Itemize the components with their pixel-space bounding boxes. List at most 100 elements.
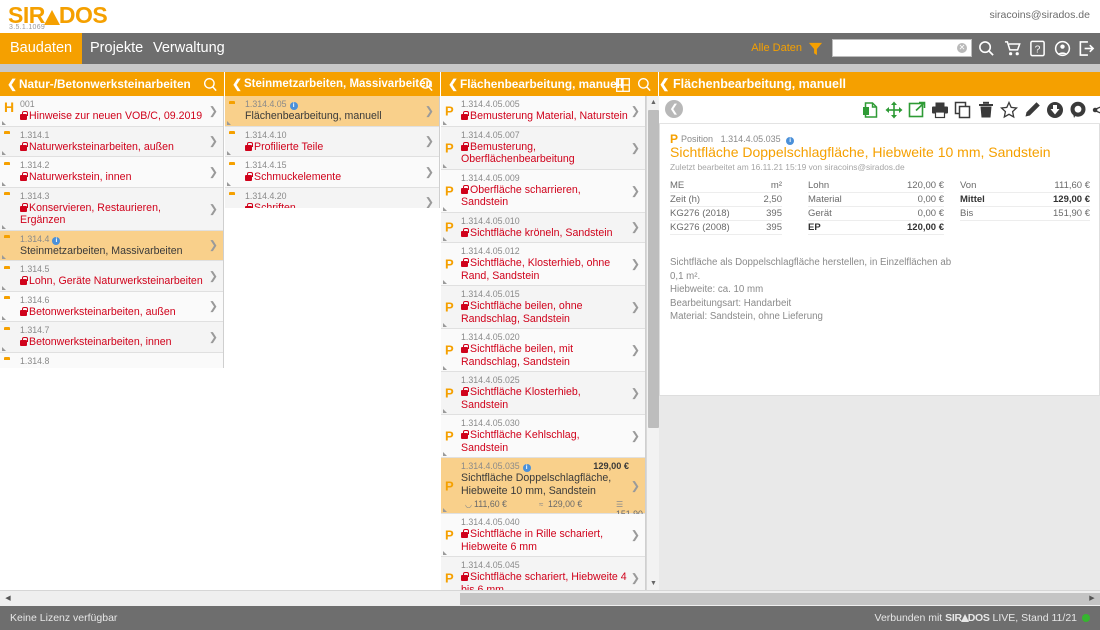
info-icon[interactable]: i [52,236,61,245]
scroll-left-icon[interactable]: ◀ [5,595,11,602]
list-item[interactable]: P 1.314.4.05.020 Sichtfläche beilen, mit R… [441,329,645,372]
column-3-scrollbar[interactable]: ▲ ▼ [646,96,659,590]
chevron-right-icon[interactable]: ❯ [630,185,640,197]
search-icon[interactable] [637,76,652,92]
copy-icon[interactable] [954,101,972,119]
info-icon[interactable]: i [289,102,298,110]
tab-verwaltung[interactable]: Verwaltung [153,40,225,56]
column-list-3[interactable]: P 1.314.4.05.005 Bemusterung Material, Nat… [441,96,646,590]
chevron-right-icon[interactable]: ❯ [630,142,640,154]
list-item[interactable]: P 1.314.4.05.007 Bemusterung, Oberflächenb… [441,126,645,170]
list-item[interactable]: 1.314.1 Naturwerksteinarbeiten, außen ❯ [0,126,223,157]
list-item[interactable]: P 1.314.4.05.012 Sichtfläche, Klosterhieb,… [441,243,645,286]
list-item[interactable]: P 1.314.4.05.040 Sichtfläche in Rille scha… [441,514,645,557]
chevron-right-icon[interactable]: ❯ [424,135,434,148]
star-icon[interactable] [1000,100,1018,119]
tab-baudaten[interactable]: Baudaten [0,33,83,64]
chevron-right-icon[interactable]: ❯ [208,166,218,179]
chevron-right-icon[interactable]: ❯ [208,203,218,215]
download-icon[interactable] [1046,101,1064,119]
chevron-right-icon[interactable]: ❯ [630,480,640,492]
logout-icon[interactable] [1078,40,1095,57]
list-item[interactable]: 1.314.8Konservieren, Restaur.,Erg.,Beton… [0,352,223,368]
move-icon[interactable] [885,101,903,119]
list-item[interactable]: 1.314.3 Konservieren, Restaurieren, Ergän… [0,187,223,231]
list-item[interactable]: H 001 Hinweise zur neuen VOB/C, 09.2019 ❯ [0,96,223,127]
help-icon[interactable]: ? [1029,40,1046,57]
list-item[interactable]: 1.314.4.20 Schriften ❯ [225,187,439,208]
list-item[interactable]: P 1.314.4.05.025 Sichtfläche Klosterhieb, … [441,372,645,415]
delete-icon[interactable] [977,101,995,119]
list-item[interactable]: 1.314.4.05 i Flächenbearbeitung, manuell ❯ [225,96,439,127]
column-list-1[interactable]: H 001 Hinweise zur neuen VOB/C, 09.2019 ❯ 1.… [0,96,224,368]
back-chevron-icon[interactable]: ❮ [448,77,459,91]
chevron-right-icon[interactable]: ❯ [630,301,640,314]
back-button[interactable]: ❮ [665,100,683,118]
chevron-right-icon[interactable]: ❯ [424,105,434,118]
tab-projekte[interactable]: Projekte [90,40,144,56]
list-item[interactable]: P 1.314.4.05.010 Sichtfläche kröneln, Sand… [441,212,645,243]
info-icon[interactable]: i [786,137,795,145]
hscrollbar-thumb[interactable] [460,593,1100,605]
chevron-right-icon[interactable]: ❯ [209,367,218,368]
chevron-right-icon[interactable]: ❯ [630,430,640,443]
back-chevron-icon[interactable]: ❮ [7,77,18,91]
list-item[interactable]: 1.314.2 Naturwerkstein, innen ❯ [0,157,223,188]
detail-description: Sichtfläche als Doppelschlagfläche herst… [670,256,951,324]
search-icon[interactable] [419,76,434,92]
external-link-icon[interactable] [908,101,926,119]
chevron-right-icon[interactable]: ❯ [424,166,434,179]
grid-icon[interactable] [616,76,631,92]
scrollbar-thumb[interactable] [648,110,659,428]
list-item[interactable]: 1.314.4.10 Profilierte Teile ❯ [225,126,439,157]
list-item[interactable]: 1.314.4.15 Schmuckelemente ❯ [225,157,439,188]
list-item[interactable]: P 1.314.4.05.005 Bemusterung Material, Nat… [441,96,645,127]
chevron-right-icon[interactable]: ❯ [208,300,218,313]
scroll-up-icon[interactable]: ▲ [650,99,657,106]
chevron-right-icon[interactable]: ❯ [208,135,218,148]
column-list-2[interactable]: 1.314.4.05 i Flächenbearbeitung, manuell ❯ 1… [225,96,440,208]
share-icon[interactable] [1092,101,1100,119]
chevron-right-icon[interactable]: ❯ [208,105,218,118]
chevron-right-icon[interactable]: ❯ [630,105,640,118]
chevron-right-icon[interactable]: ❯ [630,387,640,400]
position-badge: P [670,132,679,146]
chevron-right-icon[interactable]: ❯ [630,344,640,357]
list-item[interactable]: 1.314.7 Betonwerksteinarbeiten, innen ❯ [0,322,223,353]
list-item[interactable]: P 1.314.4.05.045 Sichtfläche schariert, Hi… [441,557,645,590]
scroll-right-icon[interactable]: ▶ [1089,595,1095,602]
print-icon[interactable] [931,101,949,119]
cart-icon[interactable] [1004,40,1021,57]
chevron-right-icon[interactable]: ❯ [208,270,218,283]
clear-search-icon[interactable]: ✕ [957,43,967,53]
back-chevron-icon[interactable]: ❮ [659,77,670,91]
chevron-right-icon[interactable]: ❯ [630,572,640,585]
list-item[interactable]: P 1.314.4.05.030 Sichtfläche Kehlschlag, S… [441,415,645,458]
search-input[interactable] [832,39,972,57]
chevron-right-icon[interactable]: ❯ [630,258,640,271]
filter-scope-label[interactable]: Alle Daten [751,42,802,54]
chevron-right-icon[interactable]: ❯ [630,221,640,234]
search-icon[interactable] [203,76,218,92]
new-document-icon[interactable] [862,101,880,119]
chevron-right-icon[interactable]: ❯ [208,331,218,344]
edit-icon[interactable] [1023,101,1041,119]
funnel-icon[interactable] [808,41,823,56]
list-item[interactable]: 1.314.5 Lohn, Geräte Naturwerksteinarbeit… [0,261,223,292]
list-item[interactable]: P 1.314.4.05.009 Oberfläche scharrieren, S… [441,169,645,213]
list-item[interactable]: 1.314.6 Betonwerksteinarbeiten, außen ❯ [0,291,223,322]
list-item[interactable]: 1.314.4 i Steinmetzarbeiten, Massivarbeite… [0,230,223,261]
list-item[interactable]: P 129,00 €1.314.4.05.035 i Sichtfläche Dopp… [441,458,645,529]
chevron-right-icon[interactable]: ❯ [424,196,434,208]
comment-icon[interactable] [1069,101,1087,119]
info-icon[interactable]: i [522,464,531,472]
folder-icon [4,238,17,249]
chevron-right-icon[interactable]: ❯ [630,529,640,542]
search-icon[interactable] [978,40,995,57]
horizontal-scrollbar[interactable]: ◀ ▶ [0,590,1100,606]
chevron-right-icon[interactable]: ❯ [208,239,218,252]
scroll-down-icon[interactable]: ▼ [650,580,657,587]
user-icon[interactable] [1054,40,1071,57]
list-item[interactable]: P 1.314.4.05.015 Sichtfläche beilen, ohne … [441,286,645,329]
back-chevron-icon[interactable]: ❮ [232,77,243,91]
